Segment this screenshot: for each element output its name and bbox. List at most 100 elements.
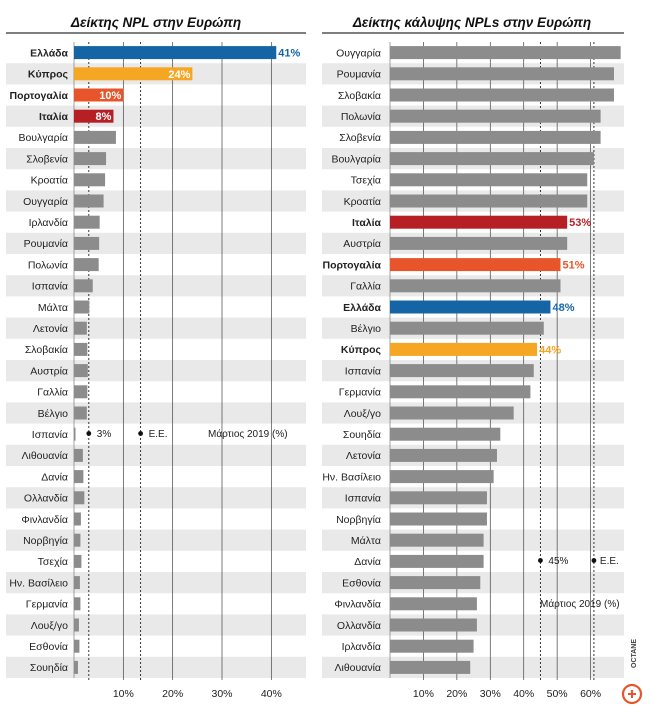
bar <box>74 194 104 208</box>
category-label: Σλοβακία <box>25 344 68 356</box>
bar <box>390 215 568 229</box>
category-label: Νορβηγία <box>23 535 68 547</box>
bar <box>390 427 501 441</box>
left-chart-title: Δείκτης NPL στην Ευρώπη <box>70 15 241 30</box>
value-label: 10% <box>99 90 121 102</box>
right-chart: Ουγγαρία Ρουμανία Σλοβακία Πολωνία Σλοβενία Β… <box>322 42 624 700</box>
tick-label: 40% <box>261 688 282 700</box>
bar <box>74 67 193 81</box>
bar <box>390 576 481 590</box>
reference-marker <box>538 558 543 563</box>
category-label: Ισπανία <box>345 365 381 377</box>
category-label: Σουηδία <box>30 662 68 674</box>
bar <box>74 321 87 335</box>
left-chart: Ελλάδα 41% Κύπρος 24% Πορτογαλία 10% Ιταλία 8% Β… <box>6 42 306 700</box>
category-label: Λιθουανία <box>335 662 382 674</box>
category-label: Ιρλανδία <box>29 217 68 229</box>
bar <box>390 236 568 250</box>
tick-label: 40% <box>513 688 534 700</box>
bar <box>74 660 78 674</box>
bar <box>74 109 114 123</box>
category-label: Αυστρία <box>30 365 68 377</box>
bar <box>390 554 484 568</box>
bar <box>74 279 93 293</box>
reference-label: Ε.Ε. <box>600 556 619 567</box>
category-label: Ην. Βασίλειο <box>322 471 381 483</box>
category-label: Λουξ/γο <box>31 620 68 632</box>
bar <box>74 639 80 653</box>
bar <box>390 109 601 123</box>
category-label: Ισπανία <box>345 493 381 505</box>
bar <box>390 300 551 314</box>
bar <box>390 364 534 378</box>
category-label: Ολλανδία <box>337 620 381 632</box>
reference-label: 3% <box>97 429 112 440</box>
reference-marker <box>591 558 597 563</box>
category-label: Σλοβενία <box>339 132 381 144</box>
tick-label: 10% <box>113 688 134 700</box>
bar <box>74 173 106 187</box>
bar <box>74 470 84 484</box>
bar <box>390 194 588 208</box>
category-label: Μάλτα <box>351 535 381 547</box>
bar <box>390 152 594 166</box>
bar <box>74 491 85 505</box>
category-label: Σλοβενία <box>26 153 68 165</box>
category-label: Ουγγαρία <box>23 196 68 208</box>
category-label: Φινλανδία <box>334 599 381 611</box>
bar <box>74 618 79 632</box>
bar <box>74 236 100 250</box>
tick-label: 10% <box>413 688 434 700</box>
value-label: 44% <box>539 344 561 356</box>
category-label: Πορτογαλία <box>9 90 68 102</box>
bar <box>74 46 277 60</box>
category-label: Φινλανδία <box>21 514 68 526</box>
bar <box>390 448 497 462</box>
bar <box>390 88 614 102</box>
bar <box>390 130 601 144</box>
bar <box>74 130 116 144</box>
category-label: Εσθονία <box>342 577 381 589</box>
category-label: Ην. Βασίλειο <box>9 577 68 589</box>
bar <box>390 660 471 674</box>
bar <box>74 597 81 611</box>
row-stripe <box>6 572 306 594</box>
tick-label: 60% <box>580 688 601 700</box>
bar <box>74 533 81 547</box>
bar <box>390 279 561 293</box>
category-label: Ελλάδα <box>30 47 68 59</box>
chart-annotation: Μάρτιος 2019 (%) <box>208 428 288 440</box>
bar <box>74 258 99 272</box>
category-label: Νορβηγία <box>336 514 381 526</box>
category-label: Βουλγαρία <box>18 132 68 144</box>
reference-marker <box>138 431 144 436</box>
category-label: Πορτογαλία <box>322 259 381 271</box>
bar <box>390 406 514 420</box>
category-label: Ελλάδα <box>343 302 381 314</box>
row-stripe <box>6 614 306 636</box>
bar <box>390 173 588 187</box>
value-label: 48% <box>552 302 574 314</box>
category-label: Ιταλία <box>352 217 382 229</box>
category-label: Ισπανία <box>32 429 68 441</box>
category-label: Ρουμανία <box>24 238 68 250</box>
category-label: Ολλανδία <box>24 493 68 505</box>
category-label: Γερμανία <box>339 387 381 399</box>
category-label: Κύπρος <box>341 344 382 356</box>
category-label: Βουλγαρία <box>331 153 381 165</box>
category-label: Πολωνία <box>341 111 381 123</box>
reference-marker <box>86 431 92 436</box>
category-label: Λετονία <box>346 450 381 462</box>
category-label: Βέλγιο <box>351 323 382 335</box>
bar <box>390 618 477 632</box>
category-label: Ισπανία <box>32 281 68 293</box>
category-label: Λετονία <box>33 323 68 335</box>
category-label: Γαλλία <box>37 387 68 399</box>
value-label: 8% <box>96 111 112 123</box>
category-label: Ιταλία <box>39 111 69 123</box>
tick-label: 30% <box>480 688 501 700</box>
bar <box>74 88 124 102</box>
bar <box>74 342 88 356</box>
bar <box>74 385 88 399</box>
